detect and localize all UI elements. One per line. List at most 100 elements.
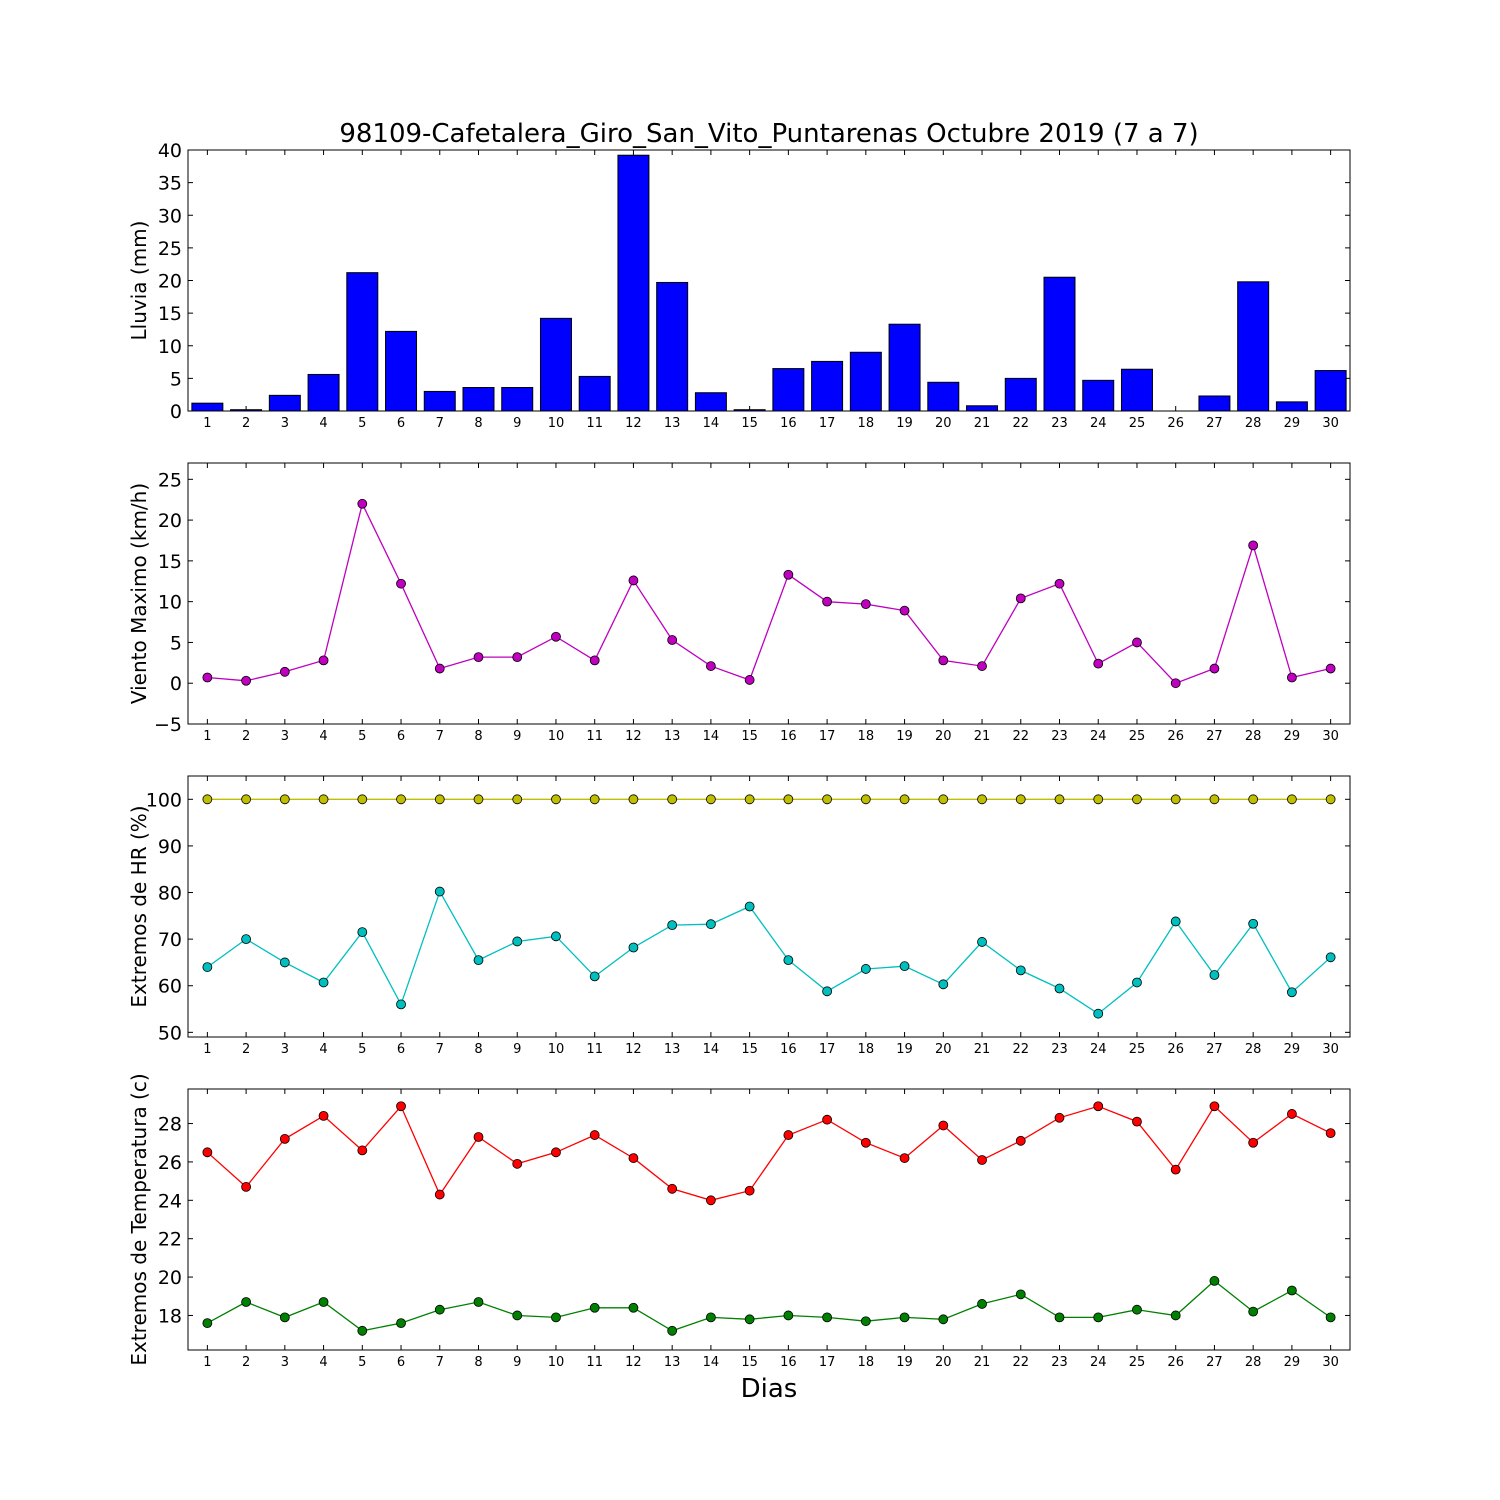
x-tick-label: 8	[474, 1355, 482, 1370]
point-wind	[357, 498, 368, 509]
point-temp-min	[1170, 1310, 1181, 1321]
x-tick-label: 1	[203, 416, 211, 431]
bar-rain	[656, 281, 689, 412]
point-hr-max	[279, 794, 290, 805]
point-hr-max	[357, 794, 368, 805]
bar-rain	[849, 351, 882, 412]
point-temp-max	[977, 1155, 987, 1165]
point-temp-max	[1015, 1135, 1026, 1146]
x-tick-label: 5	[358, 729, 366, 744]
point-hr-min	[1248, 918, 1259, 929]
y-tick-label: 28	[158, 1114, 182, 1136]
point-temp-max	[783, 1130, 794, 1140]
x-tick-label: 12	[625, 1355, 642, 1370]
y-tick-label: 100	[146, 789, 182, 811]
bar-rain	[423, 390, 456, 412]
x-tick-label: 15	[741, 1355, 758, 1370]
x-tick-label: 14	[703, 1355, 720, 1370]
x-tick-label: 27	[1206, 729, 1223, 744]
bar-rain	[694, 392, 727, 412]
point-hr-max	[860, 794, 871, 805]
point-wind	[589, 655, 600, 666]
point-hr-min	[551, 931, 561, 942]
x-tick-label: 11	[586, 416, 603, 431]
y-tick-label: 20	[158, 1267, 182, 1289]
y-axis-label: Lluvia (mm)	[127, 221, 151, 341]
x-tick-label: 1	[203, 729, 211, 744]
x-tick-label: 20	[935, 416, 952, 431]
point-wind	[899, 605, 910, 616]
x-tick-label: 3	[281, 416, 289, 431]
point-temp-min	[744, 1314, 755, 1325]
point-hr-min	[1170, 916, 1181, 927]
point-hr-min	[202, 962, 213, 972]
y-tick-label: 5	[170, 632, 182, 654]
point-hr-min	[667, 920, 678, 931]
bar-rain	[346, 272, 379, 412]
y-tick-label: 60	[158, 976, 182, 998]
x-tick-label: 25	[1129, 1042, 1146, 1057]
x-tick-label: 26	[1167, 1355, 1184, 1370]
y-tick-label: 70	[158, 929, 182, 951]
point-hr-min	[1093, 1008, 1104, 1019]
point-wind	[512, 652, 523, 663]
bar-rain	[501, 387, 534, 412]
point-temp-max	[938, 1120, 949, 1131]
x-tick-label: 24	[1090, 1355, 1107, 1370]
y-tick-label: 40	[158, 140, 182, 162]
point-temp-min	[434, 1304, 445, 1315]
point-hr-max	[1132, 794, 1142, 805]
point-hr-min	[473, 955, 484, 965]
x-tick-label: 13	[664, 1042, 681, 1057]
point-temp-min	[1054, 1312, 1065, 1323]
point-hr-min	[512, 936, 523, 947]
x-tick-label: 15	[741, 416, 758, 431]
x-tick-label: 11	[586, 1042, 603, 1057]
x-tick-label: 14	[703, 729, 720, 744]
x-tick-label: 6	[397, 1355, 405, 1370]
point-temp-min	[396, 1318, 406, 1329]
y-tick-label: 26	[158, 1152, 182, 1174]
point-wind	[977, 661, 987, 671]
point-temp-max	[1170, 1164, 1181, 1175]
y-tick-label: 25	[158, 469, 182, 491]
point-hr-min	[1132, 977, 1142, 988]
x-tick-label: 26	[1167, 1042, 1184, 1057]
point-temp-min	[241, 1297, 252, 1307]
point-wind	[396, 578, 406, 589]
point-wind	[860, 599, 871, 610]
y-tick-label: 0	[170, 401, 182, 423]
x-tick-label: 28	[1245, 729, 1262, 744]
plot-frame	[187, 1088, 1351, 1351]
x-tick-label: 24	[1090, 729, 1107, 744]
x-tick-label: 30	[1322, 416, 1339, 431]
x-tick-label: 21	[974, 1355, 991, 1370]
point-hr-max	[977, 794, 987, 805]
point-temp-min	[667, 1325, 678, 1336]
bar-rain	[191, 402, 224, 412]
point-wind	[706, 661, 716, 671]
x-tick-label: 5	[358, 416, 366, 431]
x-tick-label: 24	[1090, 1042, 1107, 1057]
point-hr-max	[589, 794, 600, 805]
x-tick-label: 17	[819, 729, 836, 744]
point-temp-max	[1325, 1128, 1336, 1139]
bar-rain	[1004, 377, 1037, 412]
x-tick-label: 16	[780, 1355, 797, 1370]
chart-title: 98109-Cafetalera_Giro_San_Vito_Puntarena…	[339, 119, 1198, 149]
point-temp-min	[977, 1299, 987, 1309]
point-wind	[783, 569, 794, 580]
point-hr-max	[396, 794, 406, 805]
point-hr-max	[822, 794, 832, 805]
bar-rain	[888, 323, 921, 412]
point-temp-max	[860, 1137, 871, 1148]
y-tick-label: 80	[158, 883, 182, 905]
point-hr-max	[241, 794, 252, 805]
x-tick-label: 28	[1245, 1042, 1262, 1057]
x-tick-label: 12	[625, 1042, 642, 1057]
x-tick-label: 29	[1284, 1355, 1301, 1370]
x-tick-label: 4	[319, 416, 327, 431]
x-tick-label: 18	[858, 1355, 875, 1370]
point-temp-max	[434, 1189, 445, 1200]
